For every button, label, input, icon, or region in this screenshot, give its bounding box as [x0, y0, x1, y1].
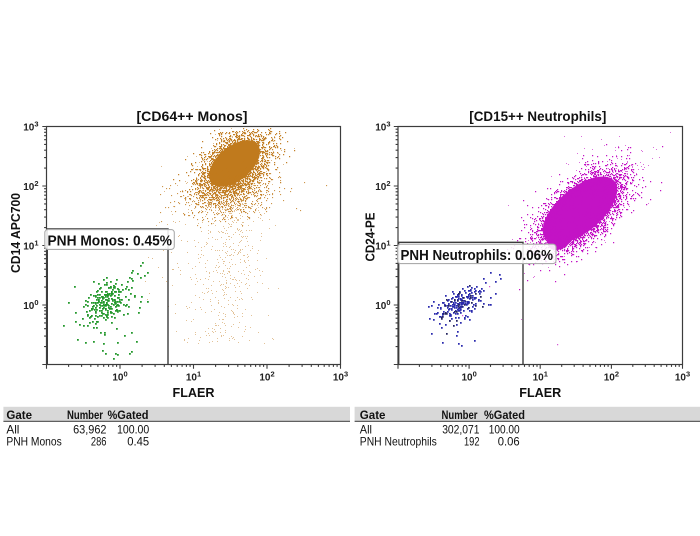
svg-text:0.45: 0.45	[127, 435, 149, 449]
svg-text:FLAER: FLAER	[173, 385, 216, 400]
svg-text:PNH Neutrophils: PNH Neutrophils	[360, 435, 437, 449]
svg-text:All: All	[360, 423, 372, 437]
svg-text:100.00: 100.00	[489, 423, 520, 437]
svg-text:CD24-PE: CD24-PE	[364, 213, 378, 262]
svg-text:192: 192	[464, 435, 480, 449]
svg-text:PNH Monos: 0.45%: PNH Monos: 0.45%	[48, 233, 173, 250]
svg-text:Number: Number	[67, 408, 103, 422]
svg-text:All: All	[6, 423, 19, 437]
svg-text:%Gated: %Gated	[484, 408, 525, 422]
svg-text:[CD15++ Neutrophils]: [CD15++ Neutrophils]	[469, 108, 606, 124]
svg-text:Number: Number	[442, 408, 478, 422]
svg-text:100.00: 100.00	[117, 423, 149, 437]
svg-text:PNH Monos: PNH Monos	[6, 435, 61, 449]
svg-text:302,071: 302,071	[442, 423, 480, 437]
svg-text:[CD64++ Monos]: [CD64++ Monos]	[137, 108, 248, 124]
svg-text:%Gated: %Gated	[108, 408, 149, 422]
svg-text:63,962: 63,962	[73, 423, 107, 437]
svg-text:0.06: 0.06	[498, 435, 520, 449]
svg-text:Gate: Gate	[360, 408, 386, 422]
svg-text:286: 286	[91, 435, 107, 449]
svg-text:Gate: Gate	[6, 408, 32, 422]
svg-text:FLAER: FLAER	[519, 385, 562, 400]
svg-text:CD14 APC700: CD14 APC700	[9, 193, 23, 273]
svg-text:PNH Neutrophils: 0.06%: PNH Neutrophils: 0.06%	[401, 247, 554, 264]
